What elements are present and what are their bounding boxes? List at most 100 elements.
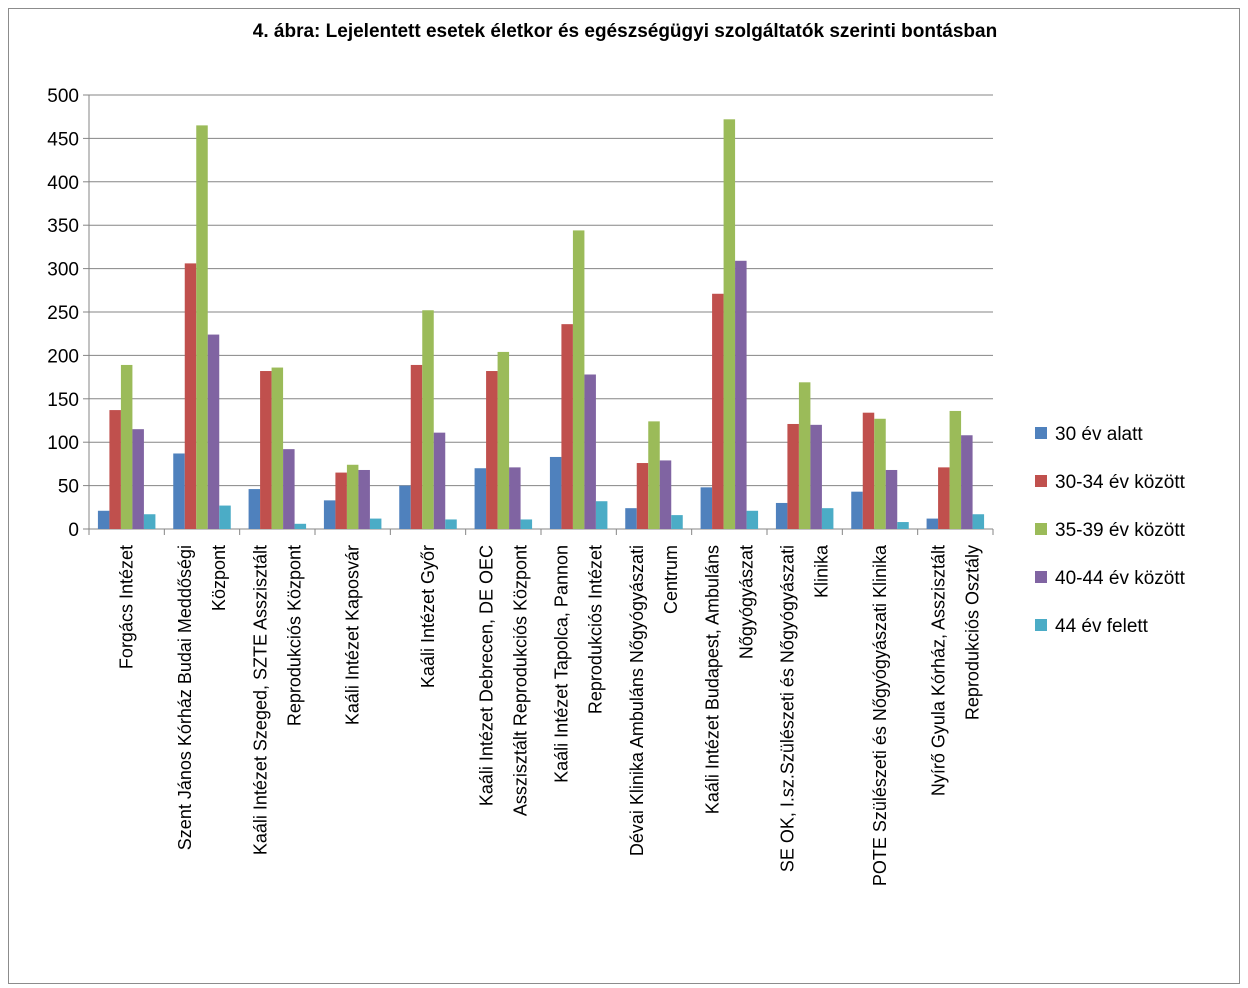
bar: [938, 467, 950, 529]
bar: [810, 424, 822, 529]
bar: [369, 518, 382, 529]
bar: [821, 508, 834, 529]
bar: [335, 472, 347, 529]
x-category-label: Reprodukciós Központ: [284, 545, 304, 726]
legend-swatch: [1035, 523, 1047, 535]
bar: [648, 421, 660, 529]
chart-title: 4. ábra: Lejelentett esetek életkor és e…: [252, 21, 998, 42]
y-tick-label: 450: [47, 129, 79, 150]
legend-label: 30-34 év között: [1055, 472, 1186, 493]
bar: [636, 463, 649, 529]
x-category-label: Kaáli Intézet Szeged, SZTE Asszisztált: [250, 545, 270, 855]
bar: [184, 263, 197, 529]
chart-frame: 4. ábra: Lejelentett esetek életkor és e…: [8, 8, 1240, 984]
bar: [410, 364, 423, 529]
x-category-label: Asszisztált Reprodukciós Központ: [510, 545, 530, 816]
x-category-label: SE OK, I.sz.Szülészeti és Nőgyógyászati: [778, 545, 798, 872]
bar: [659, 460, 672, 529]
bar: [497, 351, 510, 529]
bar: [723, 119, 736, 529]
bar: [700, 487, 713, 529]
legend-swatch: [1035, 475, 1047, 487]
legend-label: 40-44 év között: [1055, 568, 1186, 589]
bar: [712, 293, 724, 529]
x-category-label: Szent János Kórház Budai Meddőségi: [175, 545, 195, 850]
bar: [561, 324, 573, 529]
bar: [549, 456, 562, 529]
legend-swatch: [1035, 427, 1047, 439]
legend-label: 30 év alatt: [1055, 424, 1143, 445]
x-category-label: Kaáli Intézet Debrecen, DE OEC: [476, 545, 496, 806]
y-tick-label: 500: [47, 86, 79, 107]
y-tick-label: 300: [47, 260, 79, 281]
x-category-label: Kaáli Intézet Győr: [418, 545, 438, 688]
y-tick-label: 50: [58, 477, 79, 498]
x-category-label: POTE Szülészeti és Nőgyógyászati Klinika: [870, 544, 890, 886]
legend-swatch: [1035, 571, 1047, 583]
bar: [173, 453, 185, 529]
bar: [926, 518, 939, 529]
x-category-label: Kaáli Intézet Budapest, Ambuláns: [702, 545, 722, 814]
bar: [399, 485, 411, 529]
bar: [283, 449, 295, 529]
bar: [851, 491, 863, 529]
y-tick-label: 200: [47, 346, 79, 367]
bar: [207, 334, 220, 529]
x-category-label: Centrum: [661, 545, 681, 614]
bar: [798, 382, 811, 529]
y-tick-label: 250: [47, 303, 79, 324]
bar: [196, 125, 208, 529]
y-tick-label: 150: [47, 390, 79, 411]
bar: [422, 310, 434, 529]
x-category-label: Kaáli Intézet Tapolca, Pannon: [552, 545, 572, 783]
bar: [862, 412, 875, 529]
bar: [248, 489, 261, 529]
bar: [961, 435, 973, 529]
bar: [972, 514, 985, 529]
y-tick-label: 350: [47, 216, 79, 237]
bar: [143, 514, 156, 529]
bar: [271, 367, 284, 529]
bar: [572, 230, 585, 529]
bar: [97, 510, 110, 529]
bar: [671, 515, 683, 529]
bar: [474, 468, 487, 529]
bar: [625, 508, 637, 529]
bar: [520, 519, 533, 529]
bar: [787, 423, 799, 529]
x-category-label: Kaáli Intézet Kaposvár: [343, 545, 363, 725]
bar: [885, 469, 898, 529]
legend-swatch: [1035, 619, 1047, 631]
x-category-label: Forgács Intézet: [117, 545, 137, 669]
y-tick-label: 100: [47, 433, 79, 454]
bar: [775, 502, 788, 529]
x-category-label: Központ: [209, 545, 229, 611]
bar: [132, 429, 144, 529]
bar: [120, 364, 133, 529]
chart-canvas: 0 50 100 150 200 250 300 350 400 450 500 Forgács In…: [47, 86, 1186, 886]
bar: [735, 260, 747, 529]
bar: [445, 519, 457, 529]
x-category-label: Nőgyógyászat: [736, 545, 756, 659]
x-category-label: Reprodukciós Osztály: [962, 545, 982, 720]
bar: [109, 410, 121, 529]
bar: [260, 371, 272, 529]
bar: [346, 464, 359, 529]
bar: [219, 505, 231, 529]
bar: [486, 371, 498, 529]
bar: [433, 432, 446, 529]
bar: [595, 501, 608, 529]
bar: [746, 510, 759, 529]
bar: [294, 523, 307, 529]
x-category-label: Dévai Klinika Ambuláns Nőgyógyászati: [627, 545, 647, 856]
x-category-label: Reprodukciós Intézet: [586, 545, 606, 714]
bar: [584, 374, 596, 529]
bar: [323, 500, 336, 529]
legend-label: 35-39 év között: [1055, 520, 1186, 541]
x-category-label: Nyírő Gyula Kórház, Asszisztált: [928, 545, 948, 796]
y-tick-label: 400: [47, 173, 79, 194]
legend-label: 44 év felett: [1055, 616, 1149, 637]
y-tick-label: 0: [68, 520, 79, 541]
bar: [897, 522, 909, 529]
bar: [949, 410, 962, 529]
